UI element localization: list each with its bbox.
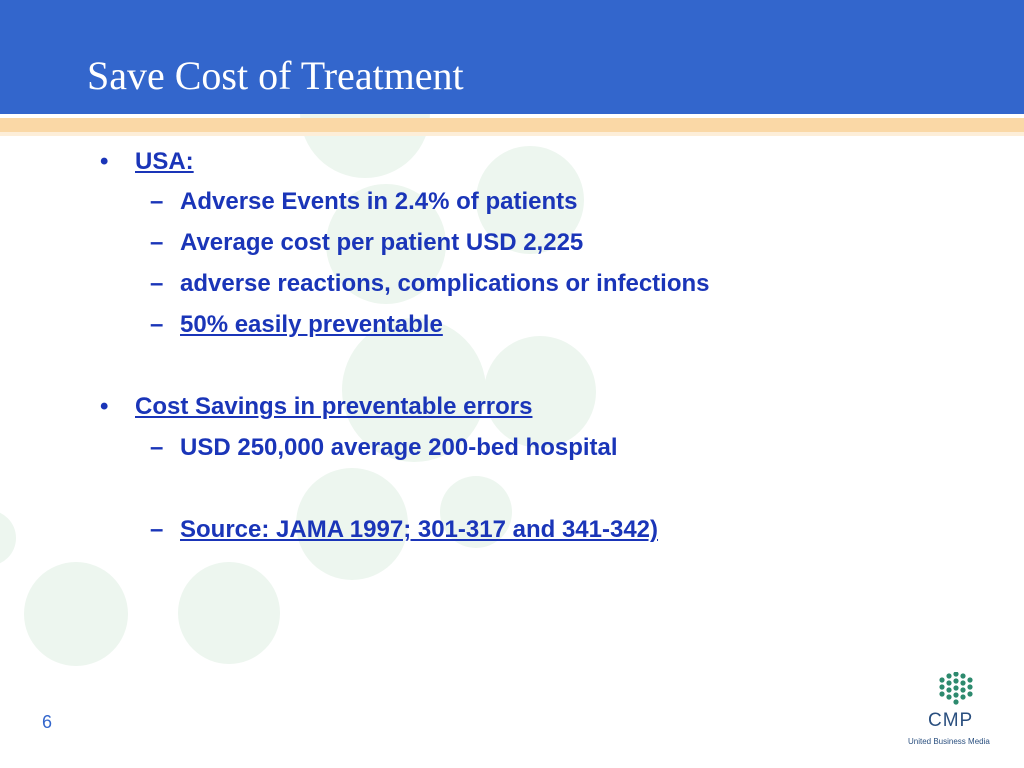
sub-bullet-marker: –	[150, 270, 164, 297]
logo-name: CMP	[928, 710, 974, 731]
sub-bullet-item: USD 250,000 average 200-bed hospital	[180, 434, 618, 461]
background-circle	[476, 146, 584, 254]
background-circle	[342, 318, 486, 462]
background-circle	[440, 476, 512, 548]
cmp-logo: CMP United Business Media	[902, 672, 990, 752]
bullet-marker: •	[100, 148, 109, 175]
cmp-logo-icon	[939, 672, 973, 705]
sub-bullet-marker: –	[150, 434, 164, 461]
background-circle	[296, 468, 408, 580]
logo-subtitle: United Business Media	[908, 737, 990, 746]
bullet-marker: •	[100, 393, 109, 420]
slide-title: Save Cost of Treatment	[87, 53, 464, 98]
sub-bullet-item: adverse reactions, complications or infe…	[180, 270, 710, 297]
background-circle	[484, 336, 596, 448]
sub-bullet-item: Adverse Events in 2.4% of patients	[180, 188, 578, 215]
background-circle	[178, 562, 280, 664]
accent-band	[0, 118, 1024, 132]
page-number: 6	[42, 712, 53, 732]
bullet-heading-cost-savings[interactable]: Cost Savings in preventable errors	[135, 393, 533, 420]
background-circle	[0, 510, 16, 566]
background-circle	[24, 562, 128, 666]
source-citation-link[interactable]: Source: JAMA 1997; 301-317 and 341-342)	[180, 516, 659, 543]
title-bar: Save Cost of Treatment	[0, 0, 1024, 114]
bullet-heading-usa: USA:	[135, 148, 194, 175]
sub-bullet-item-link[interactable]: 50% easily preventable	[180, 311, 443, 338]
sub-bullet-marker: –	[150, 229, 164, 256]
sub-bullet-marker: –	[150, 188, 164, 215]
sub-bullet-marker: –	[150, 516, 164, 543]
accent-band-light	[0, 132, 1024, 136]
sub-bullet-marker: –	[150, 311, 164, 338]
background-circle	[326, 184, 446, 304]
sub-bullet-item: Average cost per patient USD 2,225	[180, 229, 584, 256]
